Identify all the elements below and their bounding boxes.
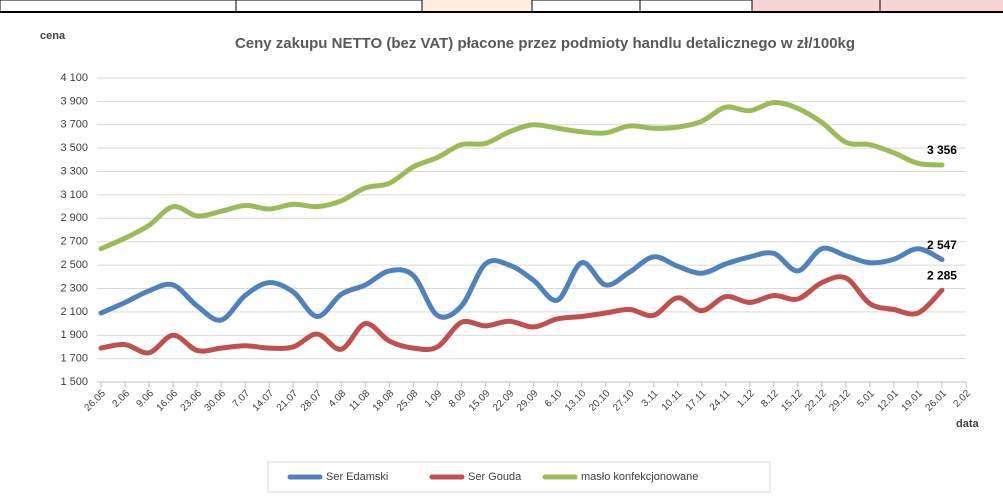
x-tick-label: 30.06 <box>203 388 229 414</box>
y-tick-label: 4 100 <box>60 72 88 84</box>
x-tick-label: 25.08 <box>395 388 421 414</box>
y-tick-label: 1 900 <box>60 329 88 341</box>
x-tick-label: 12.01 <box>875 388 901 414</box>
x-tick-label: 10.11 <box>660 388 685 413</box>
x-tick-label: 16.06 <box>155 388 181 414</box>
legend-label: Ser Edamski <box>326 471 388 483</box>
x-tick-label: 20.10 <box>587 388 613 414</box>
chart-title: Ceny zakupu NETTO (bez VAT) płacone prze… <box>235 35 855 52</box>
legend-label: masło konfekcjonowane <box>581 471 698 483</box>
series-line <box>98 274 945 356</box>
legend-box <box>267 461 771 493</box>
y-tick-label: 2 900 <box>60 212 88 224</box>
series-line <box>98 245 945 323</box>
y-tick-label: 3 900 <box>60 95 88 107</box>
x-tick-label: 8.12 <box>759 388 781 410</box>
x-tick-label: 27.10 <box>611 388 637 414</box>
x-tick-label: 17.11 <box>684 388 709 413</box>
x-tick-label: 21.07 <box>275 388 301 414</box>
x-tick-label: 28.07 <box>299 388 325 414</box>
x-tick-label: 9.06 <box>134 388 156 410</box>
x-tick-label: 15.12 <box>779 388 805 414</box>
x-tick-label: 4.08 <box>327 388 349 410</box>
y-tick-label: 1 500 <box>60 376 88 388</box>
y-tick-label: 3 100 <box>60 189 88 201</box>
x-tick-label: 26.05 <box>83 388 109 414</box>
x-tick-label: 1.12 <box>735 388 757 410</box>
x-tick-label: 14.07 <box>251 388 277 414</box>
x-tick-label: 8.09 <box>447 388 469 410</box>
x-tick-label: 2.06 <box>110 388 132 410</box>
x-tick-label: 24.11 <box>708 388 733 413</box>
y-tick-label: 3 300 <box>60 165 88 177</box>
x-tick-label: 3.11 <box>640 388 661 409</box>
y-tick-label: 3 500 <box>60 142 88 154</box>
y-tick-label: 3 700 <box>60 119 88 131</box>
x-tick-label: 26.01 <box>923 388 949 414</box>
x-tick-label: 11.08 <box>347 388 372 413</box>
series-line <box>98 100 945 252</box>
y-tick-label: 2 700 <box>60 236 88 248</box>
y-tick-label: 2 500 <box>60 259 88 271</box>
x-tick-label: 29.09 <box>515 388 541 414</box>
x-tick-label: 13.10 <box>563 388 589 414</box>
x-tick-label: 5.01 <box>855 388 877 410</box>
x-tick-label: 29.12 <box>827 388 853 414</box>
data-label: 2 547 <box>927 238 957 252</box>
x-tick-label: 6.10 <box>543 388 565 410</box>
x-axis-label: data <box>956 418 980 430</box>
x-tick-label: 22.09 <box>491 388 517 414</box>
y-tick-label: 1 700 <box>60 353 88 365</box>
y-tick-label: 2 300 <box>60 282 88 294</box>
x-tick-label: 7.07 <box>231 388 253 410</box>
x-tick-label: 22.12 <box>803 388 829 414</box>
x-tick-label: 19.01 <box>899 388 925 414</box>
y-axis-label: cena <box>40 30 66 42</box>
x-tick-label: 18.08 <box>371 388 397 414</box>
data-label: 3 356 <box>927 143 957 157</box>
x-tick-label: 1.09 <box>423 388 445 410</box>
x-tick-label: 15.09 <box>467 388 493 414</box>
top-table-strip <box>0 0 1003 13</box>
data-label: 2 285 <box>927 268 957 282</box>
y-tick-label: 2 100 <box>60 306 88 318</box>
legend-label: Ser Gouda <box>468 471 522 483</box>
x-tick-label: 2.02 <box>951 388 973 410</box>
x-tick-label: 23.06 <box>179 388 205 414</box>
